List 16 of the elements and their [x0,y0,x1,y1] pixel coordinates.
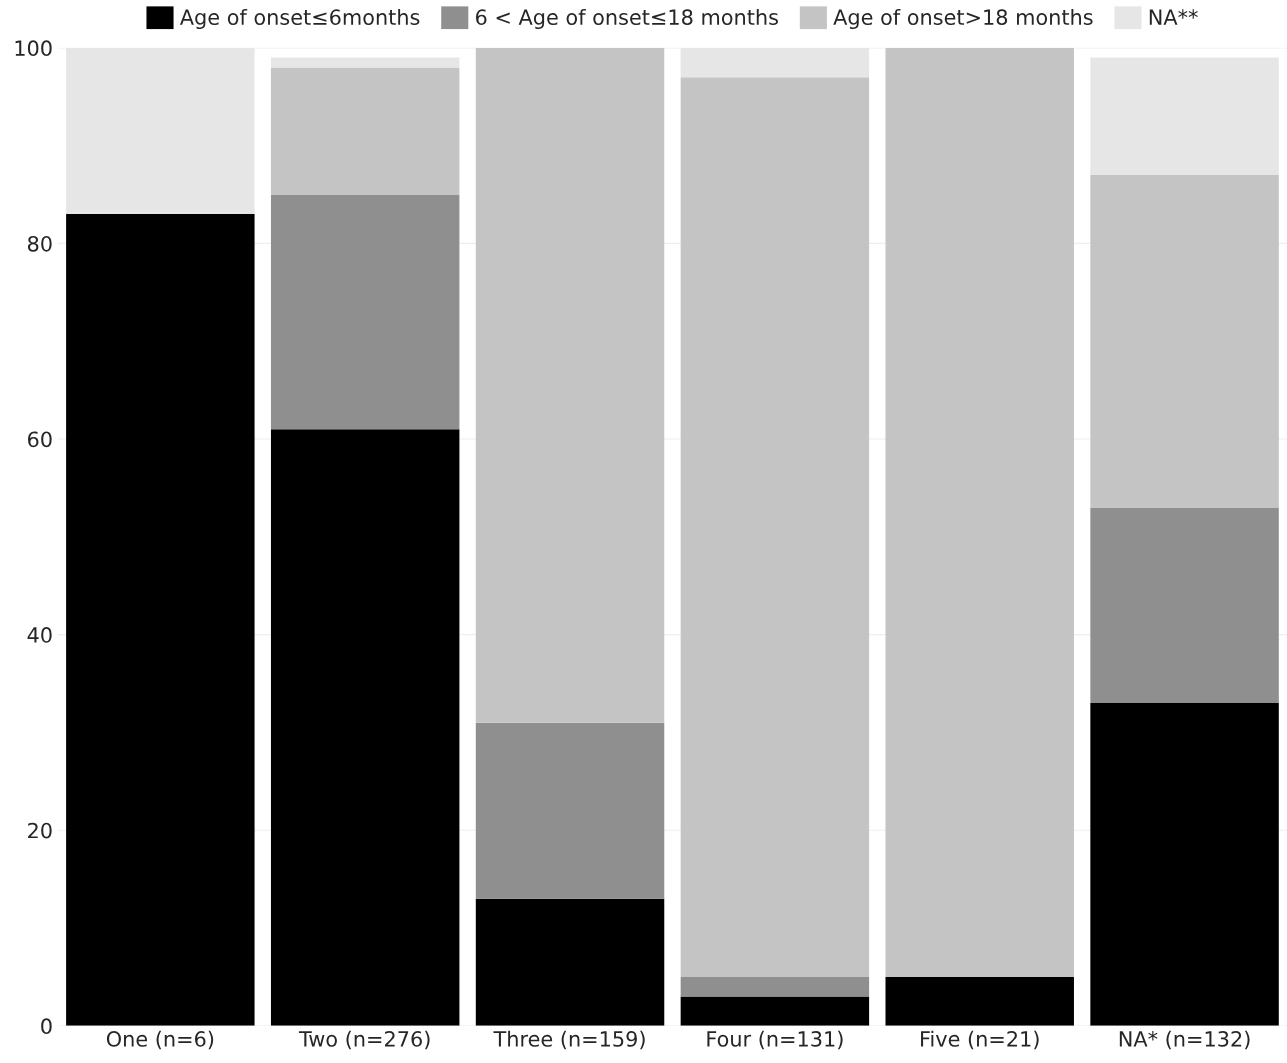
legend-label: NA** [1149,9,1198,25]
x-tick-label: Four (n=131) [707,1030,843,1050]
x-tick-label: Three (n=159) [493,1030,645,1050]
y-tick-label: 100 [15,40,52,57]
x-tick-label: One (n=6) [106,1030,214,1050]
y-tick-label: 40 [27,627,52,643]
x-tick-label: Two (n=276) [298,1030,430,1050]
y-tick-label: 0 [41,1018,52,1035]
y-tick-label: 60 [28,431,52,448]
x-tick-label: Five (n=21) [921,1030,1039,1050]
legend-label: 6 < Age of onset≤18 months [476,8,778,30]
y-tick-label: 80 [27,235,52,252]
legend-label: Age of onset>18 months [833,8,1093,30]
x-tick-label: NA* (n=132) [1119,1030,1250,1050]
legend-label: Age of onset≤6months [179,8,420,30]
y-tick-label: 20 [28,822,52,839]
